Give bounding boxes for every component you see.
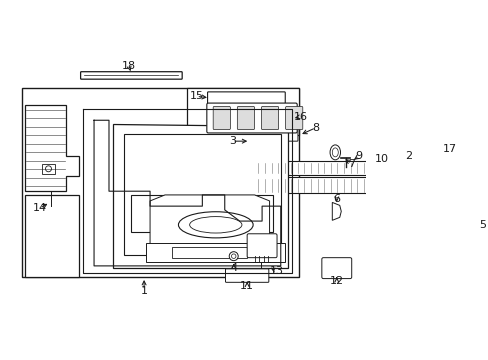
Polygon shape — [24, 195, 79, 277]
Circle shape — [429, 240, 437, 247]
Polygon shape — [113, 124, 287, 268]
Text: 15: 15 — [189, 91, 203, 102]
FancyBboxPatch shape — [237, 107, 254, 130]
Polygon shape — [433, 149, 443, 163]
Circle shape — [231, 254, 236, 258]
Bar — [172, 247, 246, 258]
Text: 14: 14 — [32, 203, 46, 213]
Polygon shape — [146, 243, 284, 262]
Ellipse shape — [332, 148, 338, 157]
Polygon shape — [24, 105, 79, 191]
Polygon shape — [332, 202, 341, 220]
Circle shape — [253, 136, 263, 147]
Text: 16: 16 — [293, 112, 307, 122]
FancyBboxPatch shape — [254, 177, 373, 193]
FancyBboxPatch shape — [81, 72, 182, 79]
FancyBboxPatch shape — [285, 126, 297, 141]
Text: 2: 2 — [404, 151, 411, 161]
Text: 3: 3 — [228, 136, 235, 146]
Text: 10: 10 — [374, 154, 388, 164]
Circle shape — [406, 164, 415, 173]
Polygon shape — [150, 195, 269, 251]
Text: 11: 11 — [240, 281, 254, 291]
Text: 18: 18 — [122, 62, 136, 72]
Circle shape — [45, 166, 51, 172]
Text: 8: 8 — [312, 123, 319, 133]
Text: 5: 5 — [478, 220, 485, 230]
Text: 1: 1 — [141, 285, 147, 296]
Circle shape — [229, 252, 238, 261]
Text: 6: 6 — [333, 194, 340, 204]
Bar — [187, 88, 299, 135]
FancyBboxPatch shape — [213, 107, 230, 130]
Ellipse shape — [189, 217, 242, 233]
Ellipse shape — [329, 145, 340, 160]
Polygon shape — [463, 202, 475, 225]
Ellipse shape — [178, 212, 253, 238]
FancyBboxPatch shape — [207, 92, 285, 104]
Text: 9: 9 — [355, 151, 362, 161]
FancyBboxPatch shape — [225, 269, 268, 282]
Text: 12: 12 — [329, 276, 343, 286]
Polygon shape — [131, 195, 273, 232]
FancyBboxPatch shape — [254, 161, 373, 175]
Bar — [41, 163, 55, 174]
FancyBboxPatch shape — [206, 103, 297, 133]
Circle shape — [255, 138, 261, 144]
Text: 17: 17 — [442, 144, 456, 154]
Text: 13: 13 — [269, 266, 284, 276]
Text: 4: 4 — [230, 263, 237, 273]
Bar — [21, 88, 299, 277]
FancyBboxPatch shape — [261, 107, 278, 130]
FancyBboxPatch shape — [321, 258, 351, 279]
FancyBboxPatch shape — [246, 234, 277, 258]
Text: 7: 7 — [347, 158, 355, 168]
FancyBboxPatch shape — [285, 107, 302, 130]
Circle shape — [408, 167, 413, 171]
